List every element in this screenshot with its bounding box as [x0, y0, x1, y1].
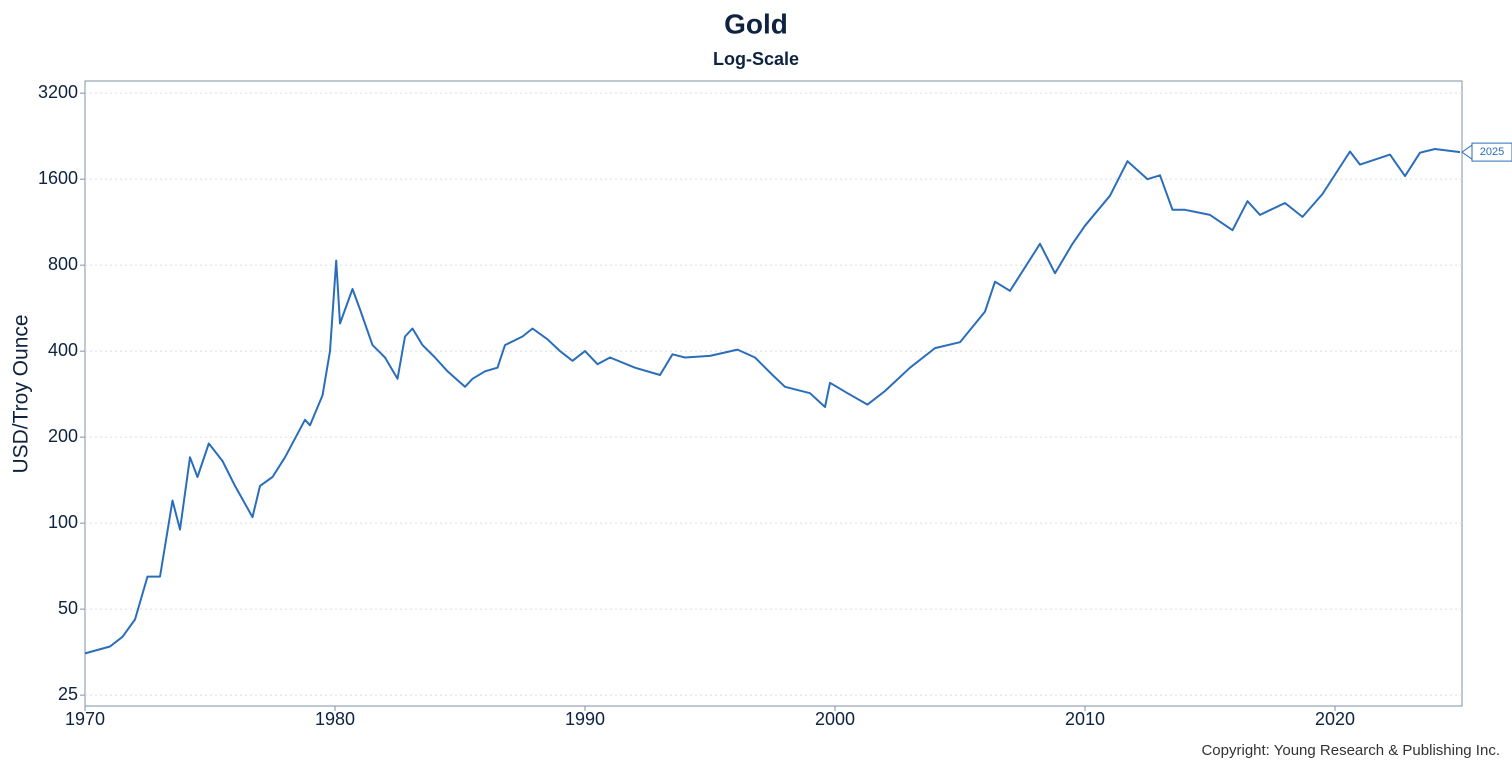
plot-frame [84, 80, 1463, 707]
x-tick-label: 1990 [565, 709, 605, 729]
y-axis-label: USD/Troy Ounce [10, 314, 33, 473]
end-label-box [1471, 142, 1512, 162]
y-tick-label: 50 [58, 598, 78, 618]
y-tick-label: 3200 [38, 82, 78, 102]
chart-subtitle: Log-Scale [713, 49, 799, 69]
copyright: Copyright: Young Research & Publishing I… [1201, 742, 1500, 759]
y-tick-label: 100 [48, 512, 78, 532]
end-label: 2025 [1480, 146, 1504, 158]
x-tick-label: 2010 [1065, 709, 1105, 729]
y-tick-label: 400 [48, 340, 78, 360]
end-label-pointer [1461, 144, 1473, 161]
price-line [84, 148, 1461, 655]
x-tick-label: 1970 [65, 709, 105, 729]
x-tick-label: 1980 [315, 709, 355, 729]
y-tick-label: 25 [58, 684, 78, 704]
y-tick-label: 200 [48, 426, 78, 446]
chart-title: Gold [724, 8, 788, 39]
x-tick-label: 2020 [1315, 709, 1355, 729]
y-tick-label: 1600 [38, 168, 78, 188]
x-tick-label: 2000 [815, 709, 855, 729]
y-tick-label: 800 [48, 254, 78, 274]
